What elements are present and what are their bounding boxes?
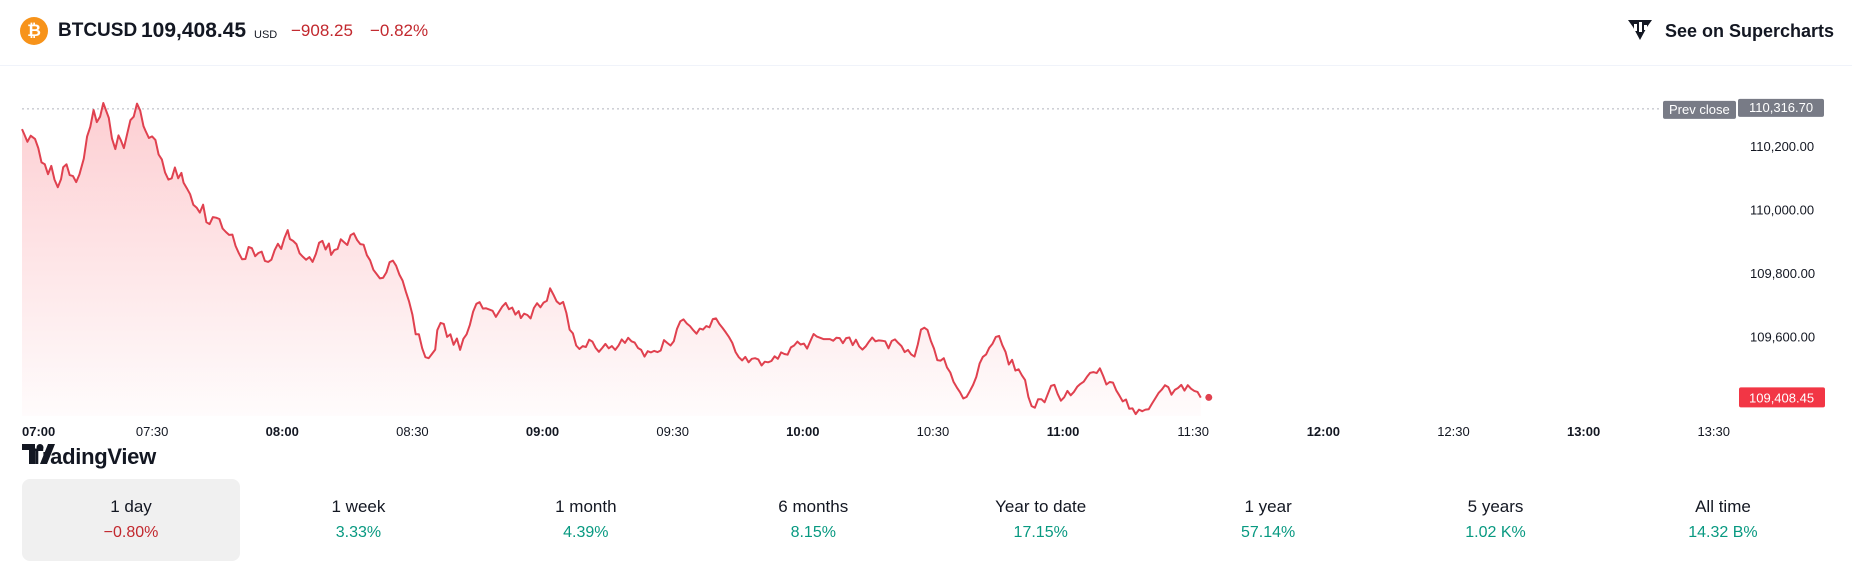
range-tab-label: 6 months [778, 497, 849, 516]
y-axis: 110,200.00 110,000.00 109,800.00 109,600.00 [1750, 139, 1815, 345]
price-change: −908.25 [291, 21, 353, 40]
prev-close-value-tag [1738, 98, 1824, 117]
prev-close-label: Prev close [1669, 102, 1730, 117]
range-tab-change: 14.32 B% [1688, 524, 1758, 541]
last-price-tag [1739, 387, 1825, 408]
x-tick-label: 09:30 [656, 424, 689, 439]
prev-close-line-group: Prev close 110,316.70 [22, 98, 1824, 119]
x-tick-label: 13:30 [1697, 424, 1730, 439]
x-tick-label: 07:30 [136, 424, 169, 439]
range-tab-1-month[interactable]: 1 month 4.39% [477, 479, 695, 561]
price-chart[interactable]: Prev close 110,316.70 110,200.00 110,000.… [0, 66, 1852, 469]
x-tick-label: 12:00 [1307, 424, 1340, 439]
y-tick-label: 109,600.00 [1750, 330, 1815, 345]
range-tab-label: 1 month [555, 497, 617, 516]
x-tick-label: 11:00 [1047, 424, 1080, 439]
x-tick-label: 08:00 [266, 424, 299, 439]
range-tab-label: 1 week [331, 497, 386, 516]
x-tick-label: 09:00 [526, 424, 559, 439]
price-change-percent: −0.82% [370, 21, 429, 40]
range-tab-year-to-date[interactable]: Year to date 17.15% [932, 479, 1150, 561]
y-tick-label: 110,000.00 [1750, 202, 1814, 217]
see-on-supercharts-label: See on Supercharts [1664, 20, 1834, 41]
range-tab-change: −0.80% [103, 524, 159, 541]
see-on-supercharts-button[interactable]: See on Supercharts [1625, 14, 1834, 48]
bitcoin-logo-icon: ₿ [20, 17, 48, 45]
last-price-tag-value: 109,408.45 [1749, 390, 1814, 405]
range-tab-change: 4.39% [563, 524, 609, 541]
y-tick-label: 110,200.00 [1750, 139, 1814, 154]
range-tab-change: 17.15% [1013, 524, 1068, 541]
range-tab-all-time[interactable]: All time 14.32 B% [1614, 479, 1832, 561]
prev-close-tag [1663, 100, 1736, 119]
range-tab-change: 3.33% [335, 524, 382, 541]
tradingview-logo[interactable]: TradingView [22, 444, 156, 470]
price-chart-svg[interactable]: Prev close 110,316.70 110,200.00 110,000.… [0, 66, 1852, 466]
last-price: 109,408.45 [141, 19, 247, 42]
symbol-header: ₿ BTCUSD 109,408.45 USD −908.25 −0.82% S… [0, 0, 1852, 66]
range-tab-label: Year to date [995, 497, 1087, 516]
x-tick-label: 12:30 [1437, 424, 1470, 439]
x-tick-label: 11:30 [1177, 424, 1209, 439]
range-tab-1-week[interactable]: 1 week 3.33% [249, 479, 467, 561]
x-tick-label: 10:30 [917, 424, 950, 439]
x-tick-label: 08:30 [396, 424, 429, 439]
range-tab-5-years[interactable]: 5 years 1.02 K% [1387, 479, 1605, 561]
range-tab-change: 1.02 K% [1465, 524, 1526, 541]
range-tab-label: 5 years [1467, 497, 1524, 516]
x-axis: 07:00 07:30 08:00 08:30 09:00 09:30 10:00 10:30… [22, 424, 1730, 439]
prev-close-value: 110,316.70 [1749, 100, 1813, 115]
range-tab-change: 8.15% [790, 524, 836, 541]
supercharts-icon [1625, 16, 1655, 47]
range-tab-6-months[interactable]: 6 months 8.15% [704, 479, 922, 561]
currency-code: USD [254, 29, 278, 41]
price-line [21, 102, 1202, 416]
x-tick-label: 10:00 [786, 424, 819, 439]
range-tab-1-year[interactable]: 1 year 57.14% [1159, 479, 1377, 561]
range-tab-change: 57.14% [1240, 524, 1296, 541]
range-tab-label: All time [1695, 497, 1751, 516]
time-range-selector: 1 day −0.80% 1 week 3.33% 1 month 4.39% 6 mont… [22, 479, 1832, 561]
symbol-name[interactable]: BTCUSD [58, 20, 138, 41]
x-tick-label: 07:00 [22, 424, 55, 439]
range-tab-1-day[interactable]: 1 day −0.80% [22, 479, 240, 561]
price-area-fill [22, 103, 1201, 416]
last-price-dot [1205, 393, 1213, 401]
range-tab-label: 1 day [110, 497, 152, 516]
range-tab-label: 1 year [1244, 497, 1292, 516]
y-tick-label: 109,800.00 [1750, 266, 1815, 281]
x-tick-label: 13:00 [1567, 424, 1600, 439]
